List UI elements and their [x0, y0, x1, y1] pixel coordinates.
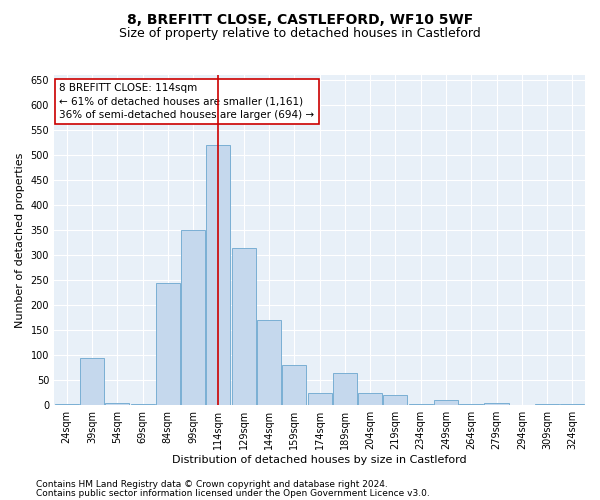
- Bar: [510, 404, 534, 405]
- Bar: [232, 248, 256, 405]
- Bar: [358, 392, 382, 405]
- Bar: [55, 404, 79, 405]
- Bar: [282, 365, 306, 405]
- Text: Size of property relative to detached houses in Castleford: Size of property relative to detached ho…: [119, 28, 481, 40]
- Bar: [383, 395, 407, 405]
- Bar: [308, 392, 332, 405]
- Bar: [560, 404, 584, 405]
- Text: Contains public sector information licensed under the Open Government Licence v3: Contains public sector information licen…: [36, 490, 430, 498]
- Text: 8 BREFITT CLOSE: 114sqm
← 61% of detached houses are smaller (1,161)
36% of semi: 8 BREFITT CLOSE: 114sqm ← 61% of detache…: [59, 84, 314, 120]
- Bar: [459, 404, 483, 405]
- Y-axis label: Number of detached properties: Number of detached properties: [15, 152, 25, 328]
- Bar: [409, 404, 433, 405]
- X-axis label: Distribution of detached houses by size in Castleford: Distribution of detached houses by size …: [172, 455, 467, 465]
- Bar: [257, 320, 281, 405]
- Bar: [156, 282, 180, 405]
- Text: 8, BREFITT CLOSE, CASTLEFORD, WF10 5WF: 8, BREFITT CLOSE, CASTLEFORD, WF10 5WF: [127, 12, 473, 26]
- Bar: [535, 404, 559, 405]
- Bar: [434, 400, 458, 405]
- Bar: [80, 358, 104, 405]
- Bar: [333, 372, 357, 405]
- Bar: [484, 402, 509, 405]
- Bar: [105, 402, 129, 405]
- Text: Contains HM Land Registry data © Crown copyright and database right 2024.: Contains HM Land Registry data © Crown c…: [36, 480, 388, 489]
- Bar: [131, 404, 155, 405]
- Bar: [181, 230, 205, 405]
- Bar: [206, 145, 230, 405]
